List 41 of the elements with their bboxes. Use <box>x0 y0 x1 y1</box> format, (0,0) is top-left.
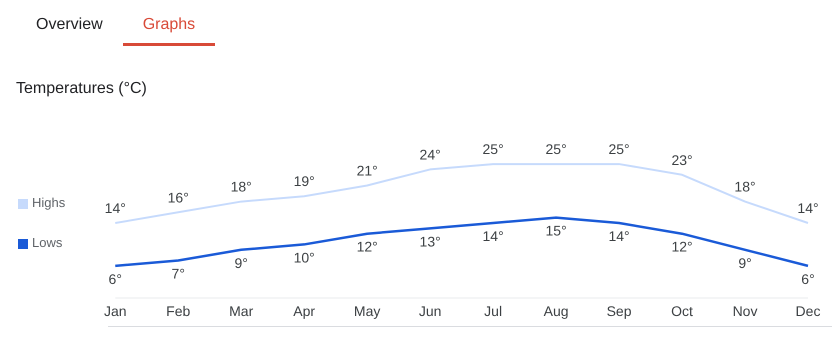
data-label: 14° <box>797 200 819 216</box>
x-tick-label: Jun <box>418 302 442 319</box>
data-label: 23° <box>671 152 693 168</box>
data-label: 7° <box>172 266 185 282</box>
data-label: 24° <box>420 146 441 162</box>
data-label: 18° <box>230 178 252 195</box>
data-label: 13° <box>420 233 441 250</box>
text: Overview <box>35 15 104 35</box>
x-tick-label: Feb <box>166 302 191 319</box>
data-label: 15° <box>546 222 567 239</box>
data-label: 19° <box>294 173 315 190</box>
legend-label: Lows <box>32 235 62 250</box>
x-tick-label: Sep <box>606 302 632 319</box>
data-label: 16° <box>168 189 189 206</box>
data-label: 14° <box>482 228 504 244</box>
data-label: 21° <box>356 162 378 178</box>
data-label: 25° <box>546 141 567 158</box>
data-label: 12° <box>356 238 378 255</box>
x-tick-label: Dec <box>796 302 820 319</box>
x-tick-label: Jul <box>484 302 502 319</box>
data-label: 10° <box>294 249 315 266</box>
data-label: 14° <box>608 228 630 244</box>
data-label: 14° <box>104 200 126 216</box>
chart-title: Temperatures (°C) <box>16 80 147 98</box>
legend-label: Highs <box>32 195 66 210</box>
data-label: 9° <box>738 254 752 271</box>
x-tick-label: Apr <box>293 302 316 319</box>
x-tick-label: Jan <box>104 302 127 319</box>
x-tick-label: Oct <box>671 302 694 319</box>
x-tick-label: May <box>354 302 380 319</box>
data-label: 18° <box>734 178 756 195</box>
data-label: 9° <box>234 254 248 271</box>
text: Graphs <box>122 8 216 46</box>
data-label: 25° <box>608 141 630 158</box>
data-label: 12° <box>671 238 693 255</box>
x-tick-label: Mar <box>229 302 254 319</box>
x-tick-label: Aug <box>544 302 569 319</box>
x-tick-label: Nov <box>732 302 758 319</box>
data-label: 6° <box>108 270 122 287</box>
data-label: 25° <box>482 141 504 158</box>
data-label: 6° <box>801 270 815 287</box>
